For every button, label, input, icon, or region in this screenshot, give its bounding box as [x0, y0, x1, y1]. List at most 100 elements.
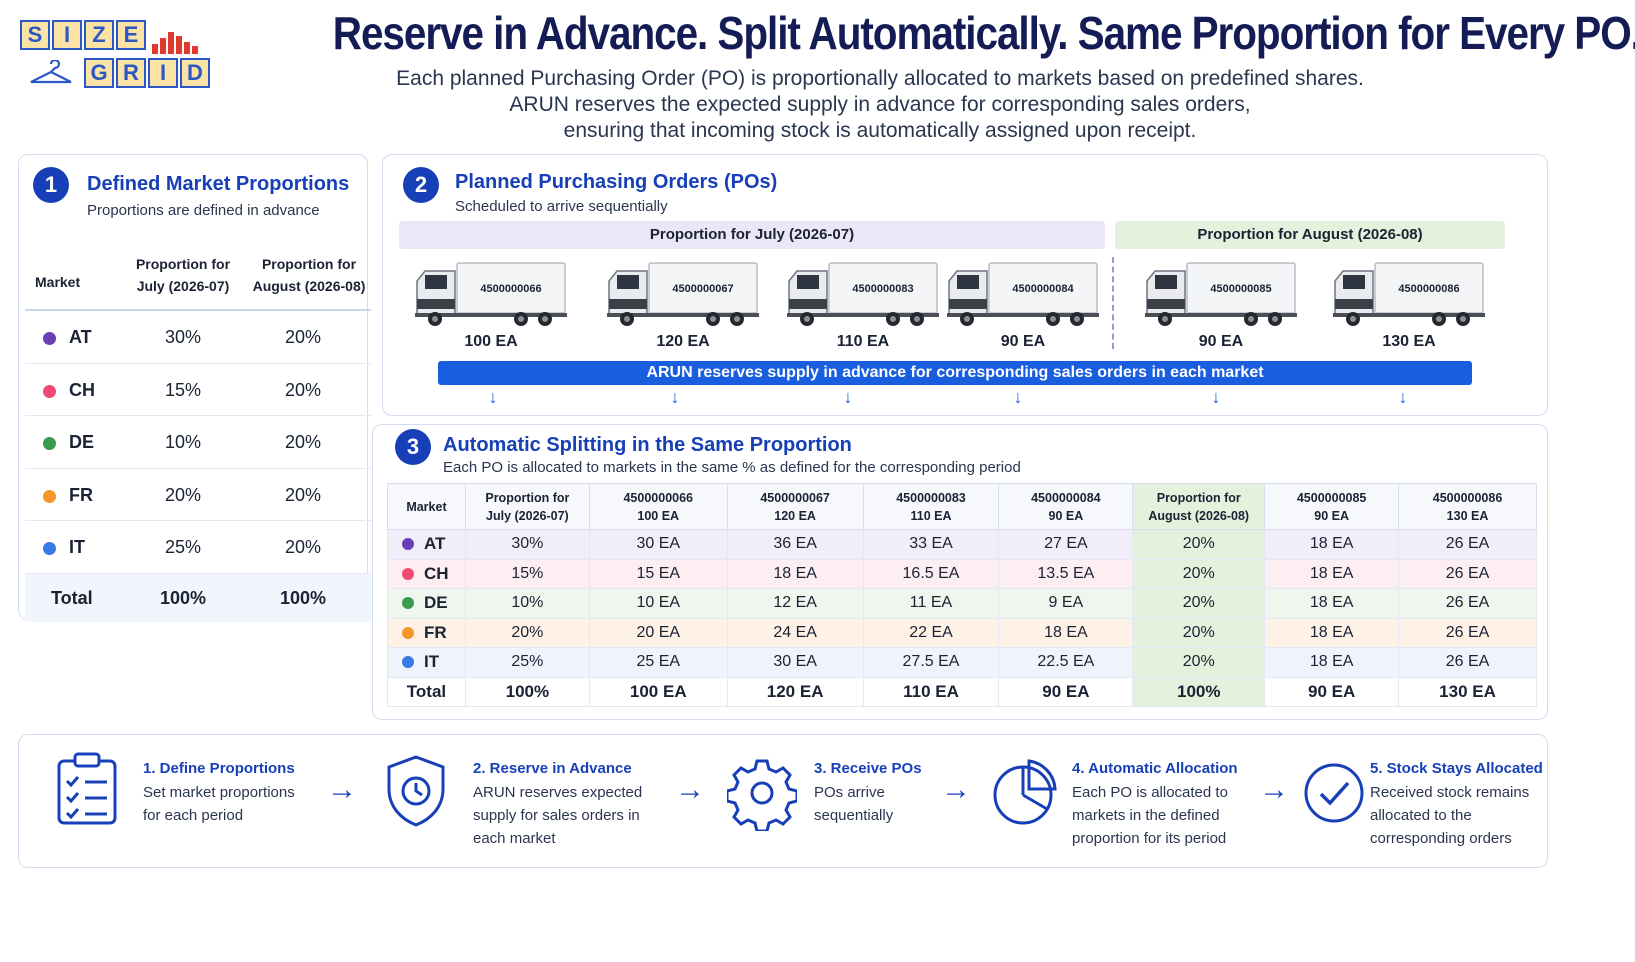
truck-po-number: 4500000085 — [1210, 283, 1271, 295]
truck-quantity: 110 EA — [836, 333, 890, 350]
column-header-po: 4500000067 120 EA — [726, 483, 864, 530]
step-number-badge: 3 — [395, 429, 431, 465]
table-header-row: Market Proportion for July (2026-07) 4500… — [387, 483, 1537, 530]
header-line: 4500000083 — [896, 490, 966, 505]
allocation-cell: 20% — [1132, 529, 1266, 560]
allocation-cell: 20% — [1132, 647, 1266, 678]
subtitle-line: ARUN reserves the expected supply in adv… — [509, 93, 1251, 116]
size-grid-logo: S I Z E G R I D — [20, 20, 210, 100]
market-dot-icon — [43, 437, 56, 450]
table-row: DE 10% 10 EA 12 EA 11 EA 9 EA 20% 18 EA 26 EA — [387, 588, 1537, 619]
step-title: 1. Define Proportions — [143, 760, 295, 777]
allocation-cell: 26 EA — [1398, 558, 1537, 589]
header-line: 130 EA — [1446, 508, 1489, 523]
column-header-july: Proportion for July (2026-07) — [464, 483, 590, 530]
arrow-right-icon: → — [1259, 773, 1289, 806]
check-circle-icon — [1304, 763, 1364, 823]
market-code: FR — [69, 484, 93, 505]
market-code: CH — [424, 563, 449, 583]
market-dot-icon — [402, 567, 414, 580]
table-row: IT 25% 25 EA 30 EA 27.5 EA 22.5 EA 20% 18 EA 26 … — [387, 647, 1537, 678]
header-line: 120 EA — [774, 508, 816, 523]
truck-po-number: 4500000066 — [480, 283, 541, 295]
market-cell: CH — [387, 558, 466, 589]
allocation-cell: 27 EA — [998, 529, 1134, 560]
panel-title: Planned Purchasing Orders (POs) — [455, 171, 778, 193]
down-arrow-icon: ↓ — [488, 387, 498, 407]
gear-icon — [727, 759, 797, 831]
allocation-cell: 16.5 EA — [862, 558, 1000, 589]
header-line: 110 EA — [910, 508, 952, 523]
allocation-cell: 30 EA — [726, 647, 864, 678]
total-cell: 100% — [464, 676, 590, 707]
header-line: 90 EA — [1048, 508, 1084, 523]
truck-icon: 4500000083 — [787, 262, 939, 326]
total-label: Total — [51, 587, 93, 608]
august-proportion: 20% — [284, 484, 322, 505]
market-dot-icon — [402, 626, 414, 639]
allocation-cell: 33 EA — [862, 529, 1000, 560]
august-total: 100% — [279, 587, 327, 608]
header-line: Proportion for — [485, 490, 570, 505]
panel-subtitle: Each PO is allocated to markets in the s… — [443, 459, 1021, 476]
allocation-cell: 26 EA — [1398, 617, 1537, 648]
august-proportion: 20% — [284, 537, 322, 557]
allocation-cell: 26 EA — [1398, 588, 1537, 619]
allocation-cell: 9 EA — [998, 588, 1134, 619]
header-line: 4500000086 — [1432, 490, 1503, 505]
panel-planned-pos: 2 Planned Purchasing Orders (POs) Schedu… — [382, 154, 1548, 416]
allocation-cell: 22 EA — [862, 617, 1000, 648]
step-number-badge: 2 — [403, 167, 439, 203]
arrow-right-icon: → — [675, 773, 705, 806]
market-dot-icon — [43, 542, 56, 555]
header-line: 4500000066 — [623, 490, 694, 505]
truck-icon: 4500000086 — [1333, 262, 1485, 326]
allocation-cell: 18 EA — [1264, 588, 1400, 619]
table-row: FR 20% 20 EA 24 EA 22 EA 18 EA 20% 18 EA 26 EA — [387, 617, 1537, 648]
step-title: 4. Automatic Allocation — [1072, 760, 1238, 777]
allocation-cell: 18 EA — [1264, 617, 1400, 648]
allocation-cell: 13.5 EA — [998, 558, 1134, 589]
market-dot-icon — [402, 597, 414, 610]
truck-icon: 4500000066 — [415, 262, 567, 326]
allocation-cell: 30% — [464, 529, 590, 560]
column-header-po: 4500000083 110 EA — [862, 483, 1000, 530]
table-total-row: Total 100% 100 EA 120 EA 110 EA 90 EA 100% 90 E… — [387, 676, 1537, 707]
column-header-august: Proportion for August (2026-08) — [1132, 483, 1266, 530]
table-row: AT 30% 30 EA 36 EA 33 EA 27 EA 20% 18 EA 26 EA — [387, 529, 1537, 560]
truck-icon: 4500000085 — [1145, 262, 1297, 326]
allocation-cell: 18 EA — [1264, 647, 1400, 678]
market-code: IT — [69, 537, 85, 557]
header-line: July (2026-07) — [136, 278, 230, 294]
logo-letter: Z — [84, 20, 114, 50]
july-proportion: 10% — [164, 432, 202, 452]
column-header-po: 4500000085 90 EA — [1264, 483, 1400, 530]
august-proportion: 20% — [284, 379, 322, 400]
truck-quantity: 90 EA — [1000, 333, 1046, 350]
market-dot-icon — [43, 489, 56, 503]
allocation-cell: 20% — [1132, 558, 1266, 589]
allocation-cell: 11 EA — [862, 588, 1000, 619]
subtitle-line: Each planned Purchasing Order (PO) is pr… — [396, 67, 1364, 90]
truck-quantity: 90 EA — [1198, 333, 1244, 350]
step-description: Set market proportions for each period — [143, 784, 295, 824]
step-description: Received stock remains allocated to the … — [1370, 784, 1530, 847]
market-cell: AT — [387, 529, 466, 560]
allocation-cell: 12 EA — [726, 588, 864, 619]
allocation-cell: 20% — [1132, 617, 1266, 648]
allocation-cell: 10 EA — [588, 588, 728, 619]
allocation-cell: 20% — [464, 617, 590, 648]
period-divider — [1112, 257, 1114, 349]
july-period-bar: Proportion for July (2026-07) — [399, 221, 1105, 249]
logo-bars-icon — [152, 32, 198, 54]
step-description: POs arrive sequentially — [814, 784, 894, 824]
panel-subtitle: Scheduled to arrive sequentially — [455, 198, 668, 215]
reserve-banner: ARUN reserves supply in advance for corr… — [438, 361, 1472, 385]
august-proportion: 20% — [284, 432, 322, 452]
column-header-po: 4500000066 100 EA — [588, 483, 728, 530]
down-arrow-icon: ↓ — [1211, 387, 1221, 407]
panel-subtitle: Proportions are defined in advance — [87, 202, 320, 219]
truck-quantity: 100 EA — [464, 333, 518, 350]
header-line: 90 EA — [1314, 508, 1349, 523]
down-arrow-icon: ↓ — [843, 387, 853, 407]
